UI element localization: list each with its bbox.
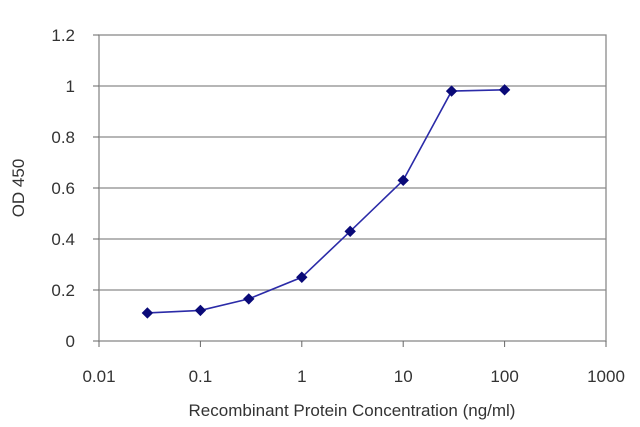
x-tick-label: 1 (297, 367, 306, 386)
y-tick-label: 1.2 (51, 26, 75, 45)
y-axis-title: OD 450 (9, 159, 28, 218)
data-point (194, 304, 207, 317)
grid-lines (99, 85, 606, 291)
y-tick-label: 1 (66, 77, 75, 96)
y-axis-ticks: 0 0.2 0.4 0.6 0.8 1 1.2 (51, 26, 99, 351)
y-tick-label: 0.4 (51, 230, 75, 249)
x-tick-label: 100 (490, 367, 518, 386)
x-tick-label: 1000 (587, 367, 625, 386)
data-point (445, 85, 458, 97)
y-tick-label: 0 (66, 332, 75, 351)
x-tick-label: 10 (394, 367, 413, 386)
series-group (141, 84, 511, 319)
data-point (243, 293, 255, 305)
series-line (147, 89, 505, 314)
y-tick-label: 0.2 (51, 281, 75, 300)
x-axis-ticks: 0.01 0.1 1 10 100 1000 (82, 341, 625, 386)
y-tick-label: 0.6 (51, 179, 75, 198)
data-point (498, 84, 511, 96)
x-tick-label: 0.01 (82, 367, 115, 386)
x-axis-title: Recombinant Protein Concentration (ng/ml… (189, 401, 516, 420)
x-tick-label: 0.1 (189, 367, 213, 386)
data-point (344, 225, 356, 238)
y-tick-label: 0.8 (51, 128, 75, 147)
data-point (397, 174, 409, 187)
data-point (141, 307, 154, 319)
data-point (296, 271, 308, 283)
